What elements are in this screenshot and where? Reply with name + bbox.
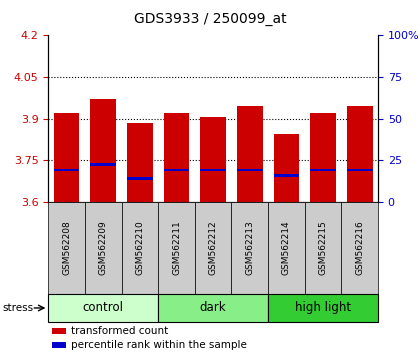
Bar (231, 202, 268, 294)
Bar (200, 117, 226, 202)
Bar (90, 99, 116, 202)
Bar (305, 202, 341, 294)
Bar (310, 169, 336, 171)
Text: stress: stress (2, 303, 33, 313)
Bar (121, 202, 158, 294)
Text: GSM562210: GSM562210 (135, 221, 144, 275)
Bar (310, 113, 336, 202)
Text: percentile rank within the sample: percentile rank within the sample (71, 340, 247, 350)
Bar (90, 163, 116, 166)
Text: dark: dark (200, 302, 226, 314)
Bar (52, 342, 66, 348)
Bar (200, 169, 226, 171)
Bar (85, 202, 121, 294)
Bar (127, 177, 153, 179)
Text: GSM562208: GSM562208 (62, 221, 71, 275)
Bar (164, 169, 189, 171)
Bar (237, 169, 262, 171)
Text: GSM562214: GSM562214 (282, 221, 291, 275)
Bar (347, 169, 373, 171)
Text: GSM562216: GSM562216 (355, 221, 364, 275)
Bar (237, 106, 262, 202)
Bar (158, 202, 195, 294)
Bar (268, 294, 378, 322)
Bar (52, 328, 66, 334)
Text: GDS3933 / 250099_at: GDS3933 / 250099_at (134, 12, 286, 27)
Bar (54, 113, 79, 202)
Bar (195, 202, 231, 294)
Text: GSM562215: GSM562215 (318, 221, 328, 275)
Bar (127, 123, 153, 202)
Bar (158, 294, 268, 322)
Text: transformed count: transformed count (71, 326, 168, 336)
Bar (273, 134, 299, 202)
Bar (54, 169, 79, 171)
Bar (48, 294, 158, 322)
Text: high light: high light (295, 302, 351, 314)
Bar (341, 202, 378, 294)
Text: control: control (83, 302, 124, 314)
Text: GSM562212: GSM562212 (209, 221, 218, 275)
Text: GSM562213: GSM562213 (245, 221, 254, 275)
Bar (48, 202, 85, 294)
Bar (164, 113, 189, 202)
Text: GSM562211: GSM562211 (172, 221, 181, 275)
Bar (347, 106, 373, 202)
Text: GSM562209: GSM562209 (99, 221, 108, 275)
Bar (273, 174, 299, 177)
Bar (268, 202, 305, 294)
